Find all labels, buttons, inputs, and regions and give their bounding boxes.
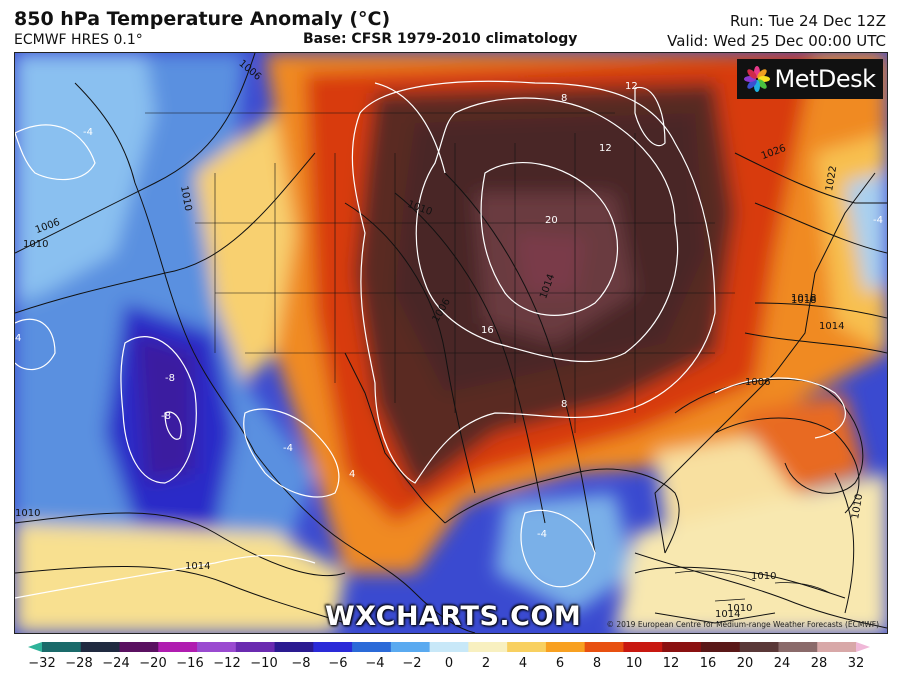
colorbar-segment	[468, 642, 508, 652]
colorbar-segment	[119, 642, 159, 652]
state-borders	[145, 112, 735, 433]
coastlines	[74, 82, 876, 633]
colorbar-segment	[507, 642, 547, 652]
metdesk-logo: MetDesk	[737, 59, 883, 99]
anomaly-contours	[15, 80, 846, 599]
isobar-label: 1010	[23, 239, 49, 250]
colorbar-tick-label: 16	[699, 656, 717, 671]
anomaly-label: -4	[873, 215, 883, 226]
colorbar-segment	[584, 642, 624, 652]
anomaly-label: -8	[165, 373, 175, 384]
anomaly-label: -4	[537, 529, 547, 540]
colorbar-tick-label: 20	[736, 656, 754, 671]
isobar-label: 1010	[15, 508, 41, 519]
isobar-label: 1010	[727, 603, 753, 614]
anomaly-map[interactable]: 1006 1010 1006 1010 1014 1018 1010 1014 …	[14, 52, 888, 634]
ecmwf-credit: © 2019 European Centre for Medium-range …	[606, 620, 879, 629]
colorbar-tick-label: −28	[65, 656, 93, 671]
anomaly-label: -8	[161, 411, 171, 422]
colorbar-tick-label: 2	[481, 656, 491, 671]
colorbar-segment	[197, 642, 237, 652]
colorbar-segment	[545, 642, 586, 652]
colorbar-tick-label: 24	[773, 656, 791, 671]
islands	[674, 570, 831, 602]
colorbar-tick-label: 12	[662, 656, 680, 671]
colorbar-segment	[390, 642, 431, 652]
isobar-label: 1018	[791, 293, 817, 304]
colorbar-tick-label: 4	[518, 656, 528, 671]
colorbar-tick-label: −12	[213, 656, 241, 671]
chart-title: 850 hPa Temperature Anomaly (°C)	[14, 8, 391, 30]
colorbar-segment	[623, 642, 663, 652]
logo-text: MetDesk	[774, 65, 876, 93]
colorbar-tick-label: 10	[625, 656, 643, 671]
isobar-label: 1014	[715, 609, 741, 620]
anomaly-label: -4	[283, 443, 293, 454]
isobar-label: 1006	[745, 377, 771, 388]
anomaly-label: 12	[599, 143, 612, 154]
colorbar-arrow-left	[28, 642, 42, 652]
colorbar-segment	[352, 642, 392, 652]
anomaly-field	[15, 53, 887, 633]
colorbar-tick-label: −6	[328, 656, 348, 671]
colorbar-segment	[739, 642, 779, 652]
colorbar-segment	[42, 642, 82, 652]
anomaly-label: 16	[481, 325, 494, 336]
isobar-label: 1018	[791, 295, 817, 306]
colorbar-tick-label: −8	[291, 656, 311, 671]
colorbar	[28, 642, 870, 652]
colorbar-segment	[235, 642, 276, 652]
colorbar-tick-label: 8	[592, 656, 602, 671]
colorbar-arrow-right	[856, 642, 870, 652]
anomaly-label: 4	[15, 333, 22, 344]
colorbar-tick-label: 28	[810, 656, 828, 671]
colorbar-tick-label: −24	[102, 656, 130, 671]
colorbar-segment	[429, 642, 469, 652]
colorbar-segment	[817, 642, 857, 652]
colorbar-segment	[274, 642, 314, 652]
anomaly-label: 12	[625, 81, 638, 92]
anomaly-label: 4	[349, 469, 356, 480]
metdesk-flower-icon	[744, 66, 771, 92]
colorbar-tick-label: −16	[176, 656, 204, 671]
run-time-label: Run: Tue 24 Dec 12Z	[730, 12, 886, 30]
colorbar-segment	[313, 642, 353, 652]
colorbar-segment	[80, 642, 121, 652]
anomaly-label: 8	[561, 93, 568, 104]
colorbar-tick-label: −10	[250, 656, 278, 671]
colorbar-labels: −32 −28 −24 −20 −16 −12 −10 −8 −6 −4 −2 0 2 4 6 8 10 12 16…	[28, 656, 870, 676]
colorbar-tick-label: −20	[139, 656, 167, 671]
colorbar-segment	[158, 642, 198, 652]
colorbar-tick-label: 32	[847, 656, 865, 671]
colorbar-tick-label: 6	[555, 656, 565, 671]
isobar-label: 1014	[819, 321, 845, 332]
anomaly-label: -4	[83, 127, 93, 138]
colorbar-segment	[778, 642, 818, 652]
valid-time-label: Valid: Wed 25 Dec 00:00 UTC	[667, 32, 886, 50]
colorbar-tick-label: −4	[365, 656, 385, 671]
colorbar-tick-label: −2	[402, 656, 422, 671]
colorbar-tick-label: −32	[28, 656, 56, 671]
isobars	[15, 53, 887, 629]
anomaly-label: 20	[545, 215, 558, 226]
colorbar-segment	[700, 642, 741, 652]
climatology-base-label: Base: CFSR 1979-2010 climatology	[303, 31, 578, 47]
map-canvas	[15, 53, 887, 633]
wxcharts-watermark: WXCHARTS.COM	[325, 601, 582, 632]
model-label: ECMWF HRES 0.1°	[14, 32, 143, 48]
isobar-label: 1010	[751, 571, 777, 582]
colorbar-segment	[662, 642, 702, 652]
isobar-label: 1014	[185, 561, 211, 572]
colorbar-tick-label: 0	[444, 656, 454, 671]
anomaly-label: 8	[561, 399, 568, 410]
